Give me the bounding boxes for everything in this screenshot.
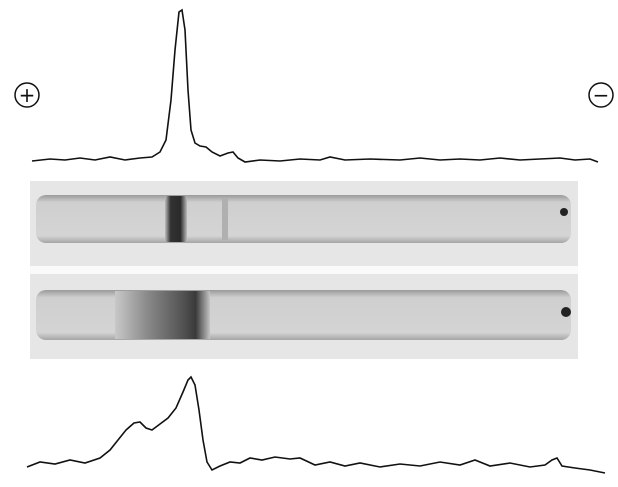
gel-smear	[115, 291, 210, 339]
gel-divider	[30, 266, 578, 274]
top-trace	[31, 8, 599, 163]
cathode-marker: −	[588, 82, 614, 108]
gel-strip	[36, 195, 571, 243]
bottom-trace	[26, 375, 606, 474]
gel-band-faint	[222, 198, 228, 240]
gel-band	[165, 196, 187, 242]
cathode-label: −	[593, 83, 610, 107]
anode-marker: +	[14, 82, 40, 108]
anode-label: +	[19, 83, 36, 107]
gel-spot	[561, 307, 571, 317]
gel-spot	[560, 208, 568, 216]
